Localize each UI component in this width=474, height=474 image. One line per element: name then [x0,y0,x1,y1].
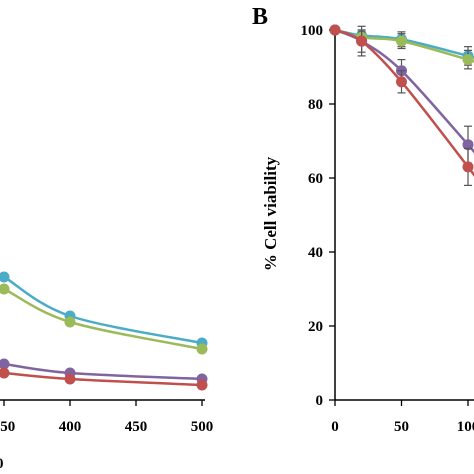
x-tick-label: 50 [394,419,409,435]
data-point [396,76,407,88]
left-data-point [64,373,76,385]
left-data-point [0,283,10,295]
panel-left-chart: 0 350 400 450 500 [0,271,214,472]
data-point [356,35,368,47]
left-series-line [0,273,203,345]
x-tick-label: 0 [331,419,339,435]
x-tick-label: 100 [457,419,474,435]
left-data-point [64,316,76,328]
data-point [462,161,474,173]
data-point [462,139,474,151]
panel-b-chart: B % Cell viability 0 20 40 60 80 100 0 50 100 [252,4,474,435]
panel-label-b: B [252,4,268,30]
left-data-point [0,358,10,370]
y-tick-label: 0 [316,393,324,409]
left-x-tick-label: 350 [0,419,15,435]
left-x-tick-label: 500 [191,419,214,435]
data-point [462,54,474,66]
left-data-point [196,379,208,391]
data-point [396,35,407,47]
y-tick-label: 100 [301,23,324,39]
series-line [334,28,474,177]
y-tick-label: 20 [308,319,323,335]
left-partial-label: 0 [0,456,4,472]
left-series-line [0,371,203,387]
data-point [329,24,341,36]
y-axis-label: % Cell viability [261,156,280,271]
left-data-point [0,367,10,379]
y-tick-label: 40 [308,245,323,261]
left-series-line [0,285,203,351]
y-tick-label: 60 [308,171,323,187]
left-series-line [0,362,203,381]
left-x-tick-label: 450 [125,419,148,435]
left-data-point [0,271,10,283]
series-line [334,28,474,154]
left-x-tick-label: 400 [59,419,82,435]
y-tick-label: 80 [308,97,323,113]
left-data-point [196,343,208,355]
